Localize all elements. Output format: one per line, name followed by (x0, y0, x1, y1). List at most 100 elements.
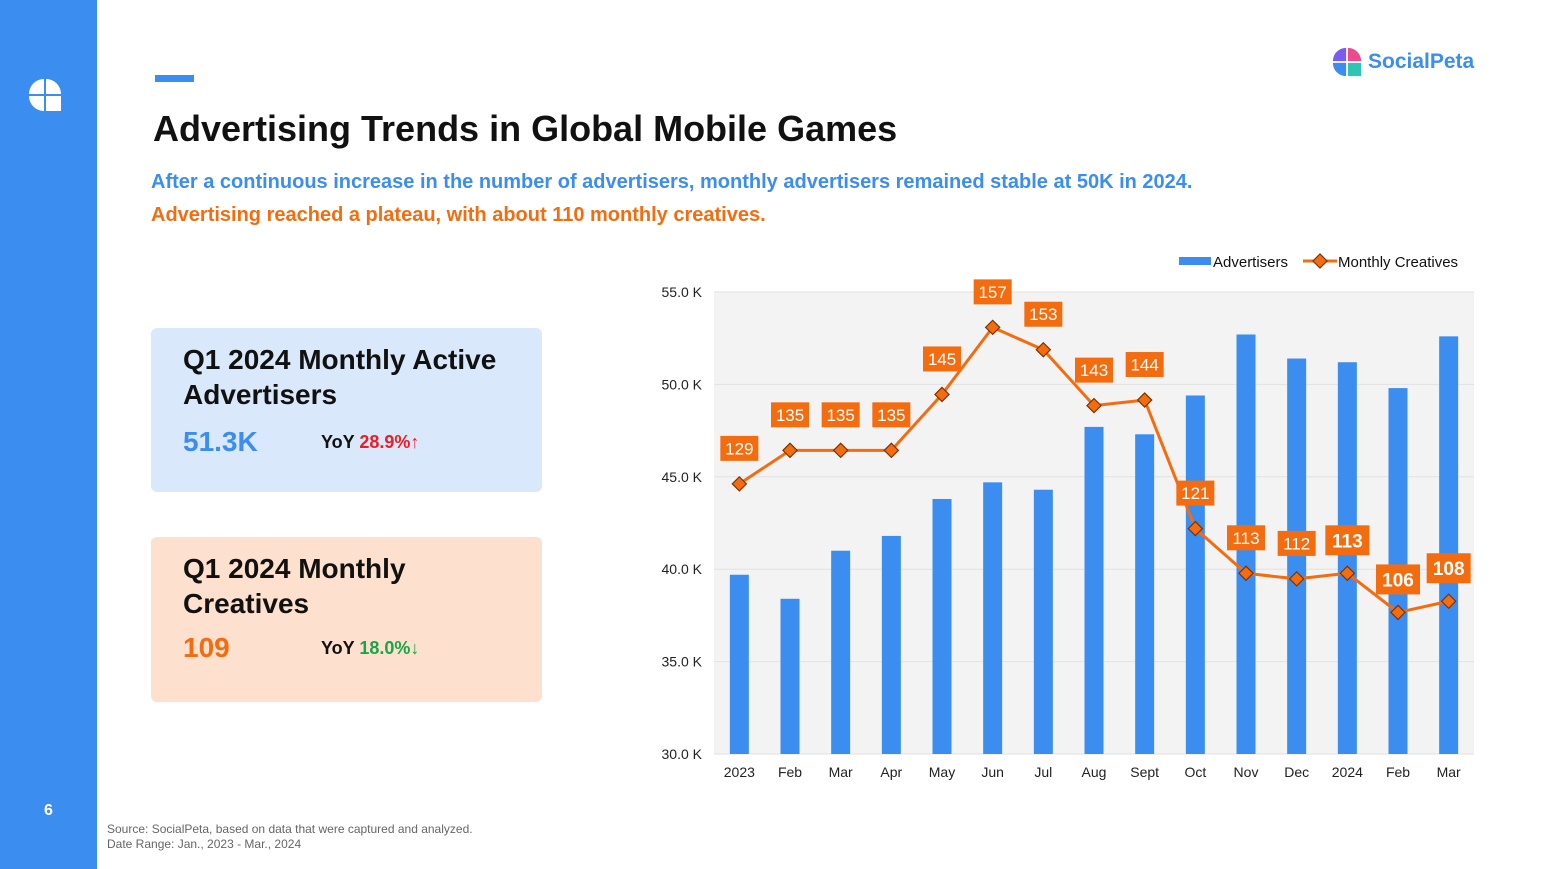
legend-creatives-label: Monthly Creatives (1338, 254, 1458, 271)
x-tick-label: Dec (1284, 764, 1309, 780)
creatives-card-title: Q1 2024 Monthly Creatives (183, 553, 406, 619)
bar-advertisers (780, 598, 800, 754)
data-label-box (1277, 530, 1316, 556)
bar-advertisers (1185, 395, 1205, 754)
creatives-yoy: YoY 18.0%↓ (321, 638, 419, 659)
creatives-yoy-label: YoY (321, 638, 355, 658)
point-monthly-creatives (1136, 392, 1153, 408)
socialpeta-logo-icon (1332, 47, 1362, 77)
y-tick-label: 55.0 K (662, 284, 703, 300)
data-label: 143 (1080, 361, 1108, 380)
source-line: Source: SocialPeta, based on data that w… (107, 822, 473, 836)
x-tick-label: Feb (1386, 764, 1410, 780)
x-tick-label: Mar (829, 764, 853, 780)
advertisers-yoy-label: YoY (321, 432, 355, 452)
data-label-box (1024, 301, 1063, 327)
bar-advertisers (729, 574, 749, 754)
point-monthly-creatives (1390, 604, 1406, 621)
data-label: 112 (1283, 534, 1310, 553)
x-tick-label: Nov (1234, 764, 1259, 780)
y-tick-label: 45.0 K (662, 469, 703, 485)
point-monthly-creatives (1238, 565, 1254, 582)
data-label: 121 (1181, 484, 1209, 503)
x-tick-label: May (929, 764, 955, 780)
point-monthly-creatives (883, 442, 900, 459)
date-range-line: Date Range: Jan., 2023 - Mar., 2024 (107, 837, 302, 851)
point-monthly-creatives (731, 475, 748, 492)
bar-advertisers (1135, 434, 1155, 754)
point-monthly-creatives (1187, 520, 1204, 537)
data-label-box (1075, 357, 1113, 383)
data-label: 113 (1332, 531, 1363, 552)
x-tick-label: Feb (778, 764, 802, 780)
page-title: Advertising Trends in Global Mobile Game… (153, 108, 898, 149)
y-tick-label: 40.0 K (662, 561, 703, 577)
point-monthly-creatives (782, 442, 798, 459)
advertisers-card-title: Q1 2024 Monthly Active Advertisers (183, 344, 497, 410)
data-label: 129 (725, 439, 753, 458)
brand-name: SocialPeta (1368, 50, 1475, 73)
advertisers-card: Q1 2024 Monthly Active Advertisers 51.3K… (151, 328, 542, 492)
advertisers-yoy: YoY 28.9%↑ (321, 432, 419, 453)
data-label: 135 (776, 406, 804, 425)
x-tick-label: 2023 (724, 764, 755, 780)
x-tick-label: Jul (1034, 764, 1052, 780)
point-monthly-creatives (832, 442, 849, 459)
bar-advertisers (983, 482, 1003, 754)
creatives-card-value: 109 (183, 632, 230, 663)
title-accent-bar (155, 75, 194, 82)
advertising-trends-chart: 30.0 K 35.0 K 40.0 K 45.0 K 50.0 K 55.0 K 2023… (662, 253, 1474, 780)
creatives-card: Q1 2024 Monthly Creatives 109 YoY 18.0%↓ (151, 537, 542, 702)
data-label: 135 (826, 406, 854, 425)
y-tick-label: 35.0 K (662, 654, 703, 670)
y-tick-label: 50.0 K (662, 376, 703, 392)
data-label-box (973, 279, 1012, 305)
bar-advertisers (881, 535, 901, 754)
data-label-box (1125, 352, 1164, 378)
data-label-box (923, 346, 961, 372)
bar-advertisers (932, 498, 952, 754)
point-monthly-creatives (1086, 397, 1102, 414)
point-monthly-creatives (934, 386, 950, 403)
data-label: 144 (1130, 356, 1158, 375)
data-label: 106 (1382, 570, 1414, 591)
data-label-box (872, 402, 911, 428)
source-note: Source: SocialPeta, based on data that w… (107, 822, 473, 852)
subtitle-advertisers: After a continuous increase in the numbe… (151, 171, 1193, 193)
bar-advertisers (1439, 336, 1459, 754)
y-tick-label: 30.0 K (662, 746, 703, 762)
point-monthly-creatives (1288, 570, 1305, 587)
point-monthly-creatives (1339, 565, 1356, 582)
advertisers-yoy-value: 28.9%↑ (359, 432, 420, 452)
bar-advertisers (831, 550, 851, 754)
data-label: 157 (978, 283, 1006, 302)
x-tick-label: Oct (1184, 764, 1206, 780)
bar-advertisers (1337, 362, 1357, 754)
bar-advertisers (1084, 426, 1104, 754)
data-label-box (1426, 553, 1471, 584)
legend-advertisers-swatch (1179, 257, 1211, 265)
x-tick-label: Mar (1437, 764, 1461, 780)
data-label-box (1176, 480, 1215, 506)
data-label: 108 (1433, 559, 1465, 580)
sidebar: 6 (0, 0, 97, 869)
data-label-box (771, 402, 809, 428)
data-label-box (1227, 525, 1265, 551)
x-tick-label: Aug (1082, 764, 1107, 780)
data-label-box (821, 402, 860, 428)
legend-creatives-marker (1312, 253, 1328, 269)
bar-advertisers (1287, 358, 1307, 754)
point-monthly-creatives (1035, 341, 1052, 358)
data-label-box (1325, 525, 1370, 556)
legend-advertisers-label: Advertisers (1213, 254, 1288, 271)
data-label: 145 (928, 350, 956, 369)
data-label-box (720, 435, 759, 461)
socialpeta-logo-icon (29, 79, 61, 111)
advertisers-card-value: 51.3K (183, 426, 258, 457)
brand-logo: SocialPeta (1332, 46, 1474, 78)
creatives-yoy-value: 18.0%↓ (359, 638, 420, 658)
x-tick-label: 2024 (1332, 764, 1363, 780)
subtitle-creatives: Advertising reached a plateau, with abou… (151, 204, 766, 226)
x-tick-label: Jun (981, 764, 1004, 780)
data-label: 153 (1029, 305, 1057, 324)
